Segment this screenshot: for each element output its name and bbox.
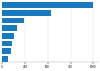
Bar xyxy=(2,33,14,39)
Bar xyxy=(2,2,93,8)
Bar xyxy=(2,41,12,46)
Bar xyxy=(2,10,51,16)
Bar xyxy=(2,56,8,62)
Bar xyxy=(2,25,17,31)
Bar xyxy=(2,18,24,23)
Bar xyxy=(2,48,11,54)
